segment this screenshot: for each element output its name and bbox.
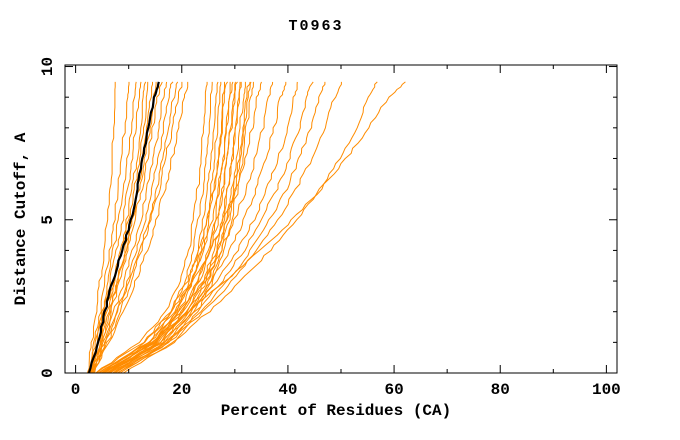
y-tick-label: 0: [39, 368, 57, 378]
prediction-curve: [86, 81, 116, 374]
prediction-curve: [112, 81, 252, 374]
x-axis-label: Percent of Residues (CA): [220, 402, 452, 420]
x-tick-label: 40: [278, 381, 297, 399]
x-tick-label: 100: [592, 381, 621, 399]
x-tick-label: 20: [172, 381, 191, 399]
prediction-curve: [90, 81, 157, 374]
x-tick-label: 60: [384, 381, 403, 399]
y-axis-label: Distance Cutoff, A: [12, 132, 30, 306]
prediction-curve: [117, 81, 326, 374]
prediction-curve: [100, 81, 234, 374]
prediction-curve: [91, 81, 168, 374]
prediction-curve: [90, 81, 137, 374]
x-tick-label: 80: [491, 381, 510, 399]
chart-title: T0963: [288, 18, 344, 35]
prediction-curve: [92, 81, 189, 374]
prediction-curve: [114, 81, 314, 374]
prediction-curve: [88, 81, 130, 374]
highlight-curve: [87, 81, 160, 374]
prediction-curve: [91, 81, 147, 374]
prediction-curve: [108, 81, 406, 374]
prediction-curve: [114, 81, 251, 374]
y-tick-label: 10: [39, 57, 57, 76]
prediction-curve: [90, 81, 179, 374]
y-tick-label: 5: [39, 215, 57, 225]
prediction-curve: [112, 81, 298, 374]
prediction-curve: [95, 81, 208, 374]
plot-frame: [64, 64, 618, 374]
prediction-curve: [101, 81, 262, 374]
x-tick-label: 0: [71, 381, 81, 399]
prediction-curve: [97, 81, 225, 374]
prediction-curve: [93, 81, 174, 374]
prediction-curve: [119, 81, 342, 374]
prediction-curve: [123, 81, 378, 374]
prediction-curve: [102, 81, 236, 374]
prediction-curve: [107, 81, 274, 374]
prediction-curve: [87, 81, 142, 374]
prediction-curve: [94, 81, 183, 374]
prediction-curve: [116, 81, 254, 374]
